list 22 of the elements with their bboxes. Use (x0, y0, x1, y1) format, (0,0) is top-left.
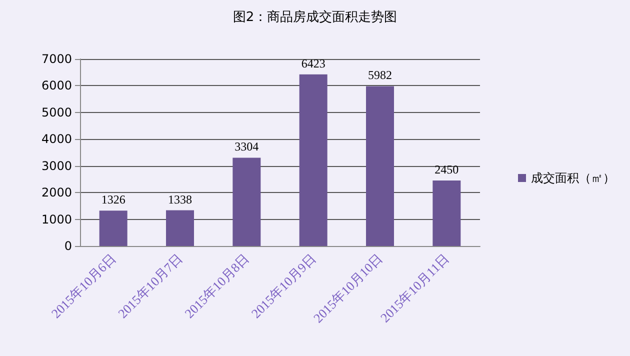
data-label: 1326 (101, 192, 126, 207)
data-label: 5982 (368, 68, 392, 82)
bar (166, 210, 194, 246)
data-label: 1338 (168, 192, 192, 206)
data-label: 6423 (301, 56, 326, 70)
bar (232, 158, 261, 246)
y-tick-label: 5000 (41, 105, 72, 120)
y-tick-label: 1000 (41, 212, 72, 226)
chart-title: 图2：商品房成交面积走势图 (232, 9, 398, 25)
y-tick-label: 0 (64, 239, 72, 253)
y-tick-label: 4000 (41, 132, 72, 146)
y-tick-label: 7000 (41, 52, 72, 66)
bar (432, 180, 461, 246)
y-tick-label: 3000 (41, 158, 72, 173)
legend-label: 成交面积（㎡） (531, 171, 615, 185)
bar (299, 74, 328, 246)
y-tick-label: 2000 (41, 186, 72, 200)
bar (99, 210, 128, 246)
y-tick-label: 6000 (41, 78, 72, 93)
data-label: 3304 (234, 140, 259, 154)
data-label: 2450 (434, 162, 459, 177)
bar (366, 86, 394, 246)
